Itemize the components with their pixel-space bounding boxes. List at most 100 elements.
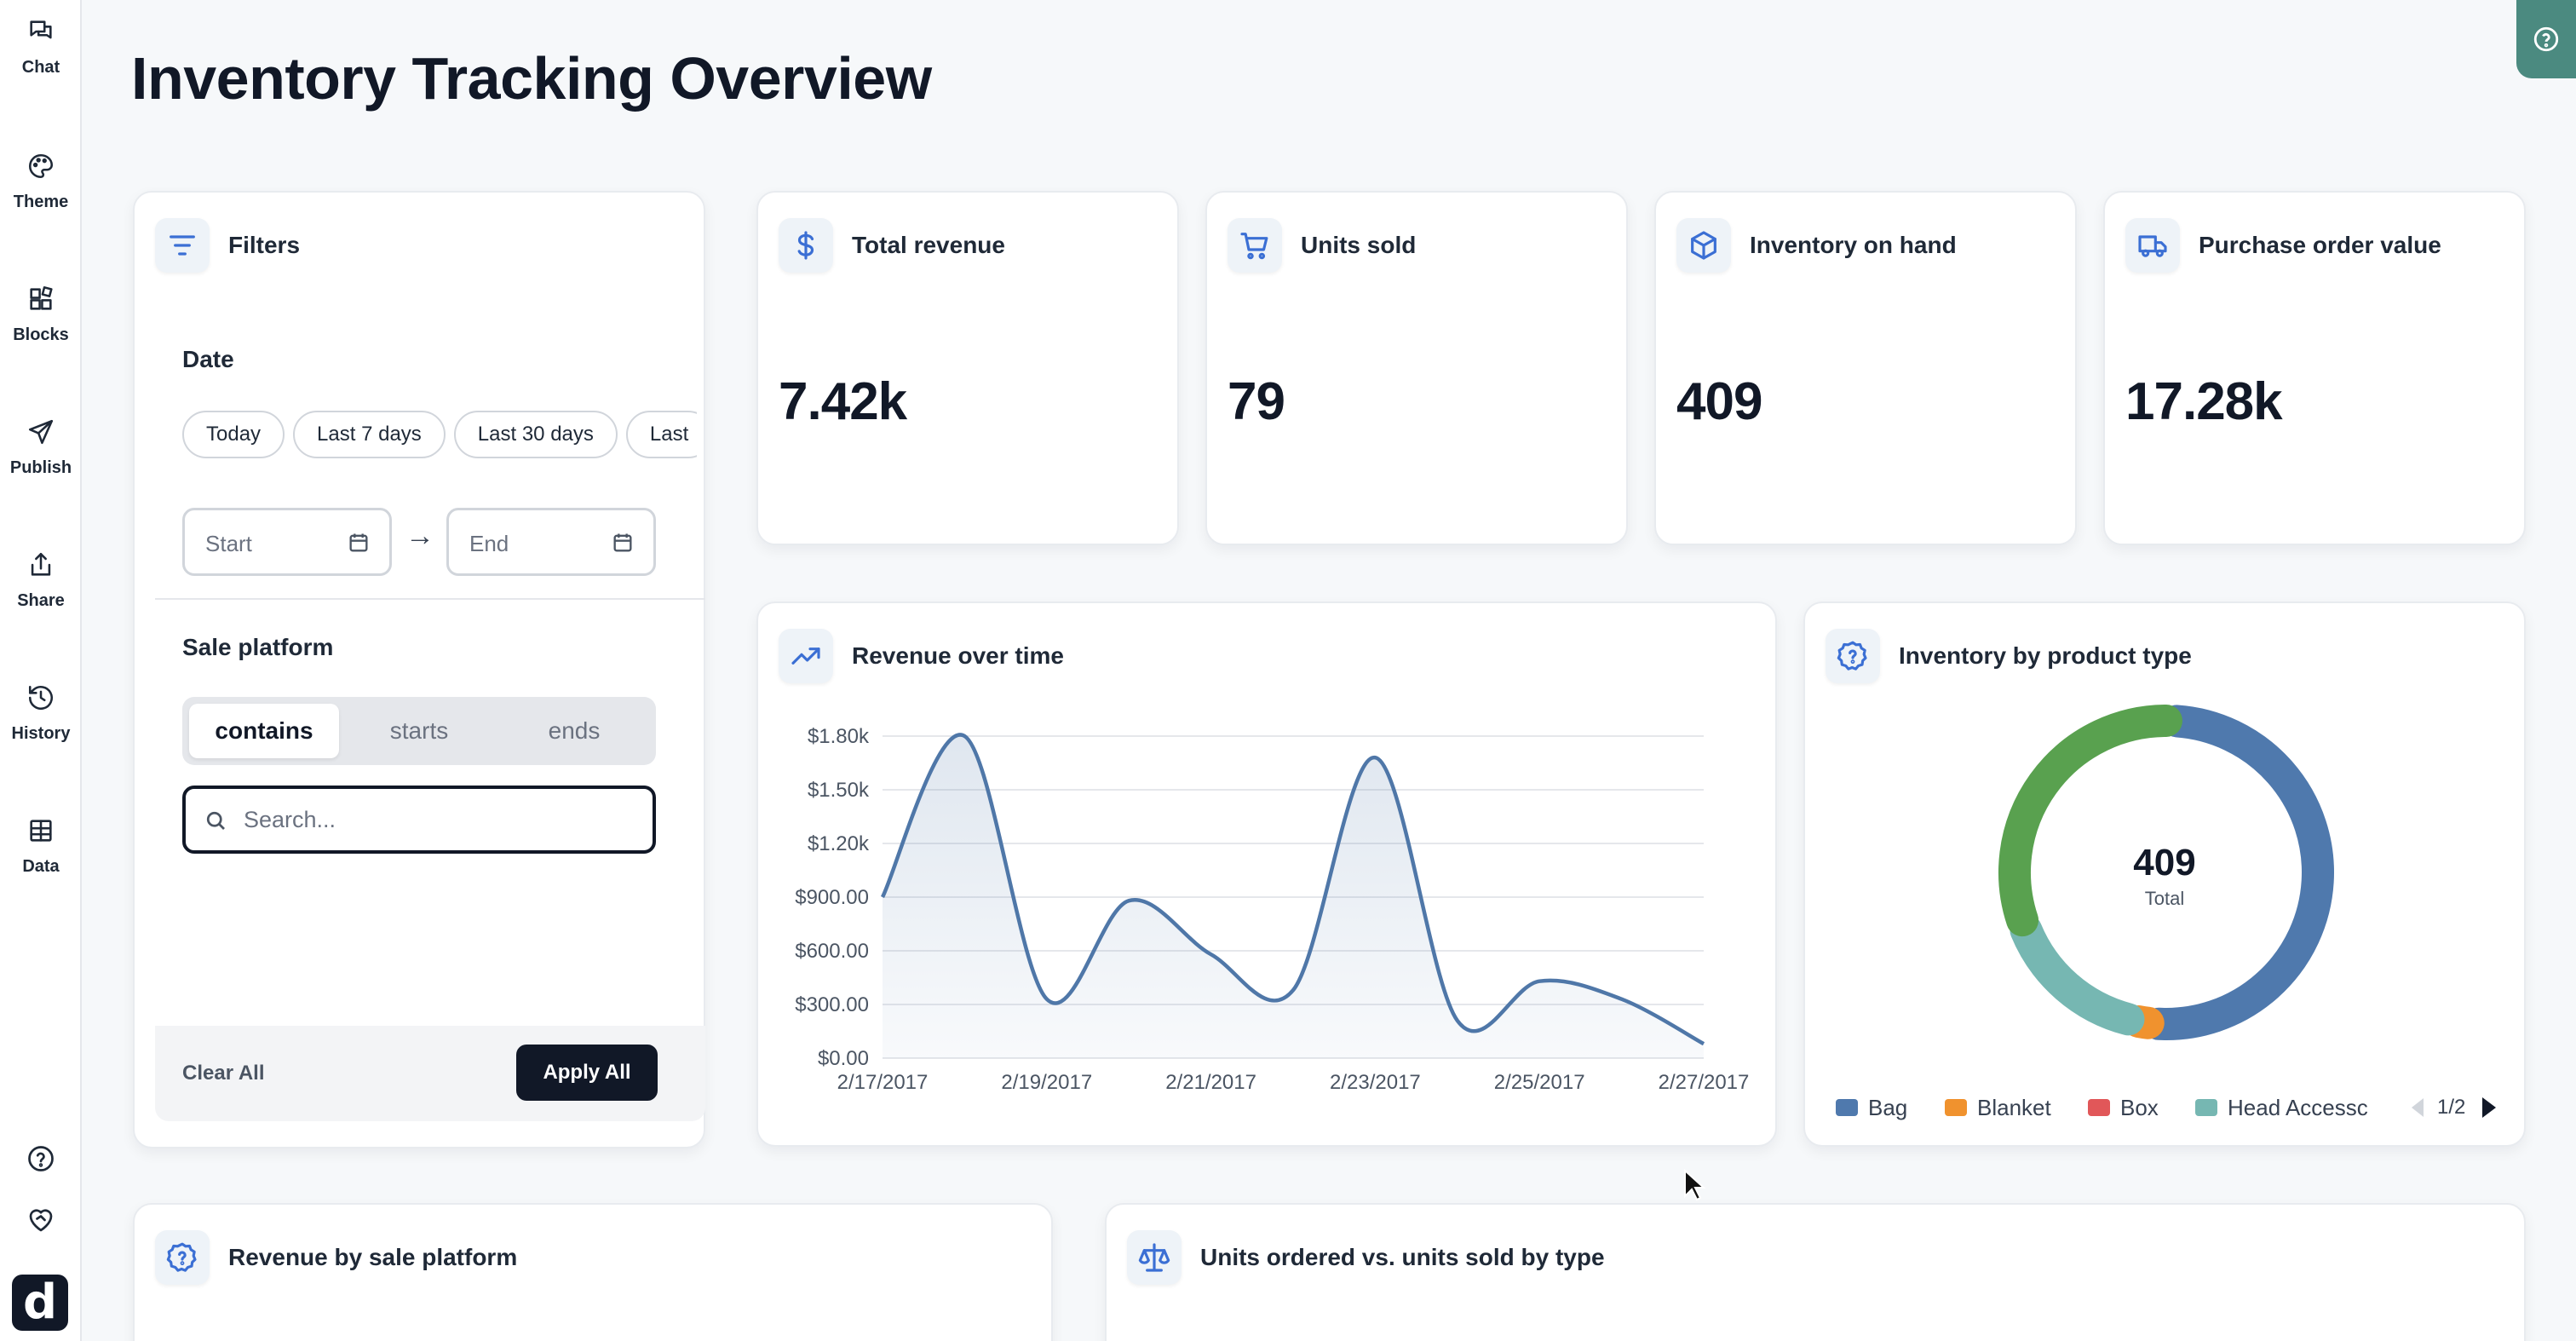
kpi-title: Inventory on hand bbox=[1750, 232, 1957, 258]
date-chips: Today Last 7 days Last 30 days Last bbox=[182, 411, 697, 462]
legend-swatch bbox=[1945, 1099, 1967, 1116]
revenue-by-platform-title: Revenue by sale platform bbox=[228, 1244, 518, 1270]
sale-platform-label: Sale platform bbox=[182, 634, 334, 660]
legend-label: Bag bbox=[1868, 1094, 1908, 1120]
legend-label: Head Accessc bbox=[2228, 1094, 2368, 1120]
x-tick-label: 2/27/2017 bbox=[1659, 1071, 1750, 1094]
end-date-input[interactable]: End bbox=[446, 508, 656, 576]
kpi-card-units-sold: Units sold 79 bbox=[1205, 191, 1628, 545]
donut-legend: Bag Blanket Box Head Accessc 1/2 bbox=[1836, 1091, 2497, 1125]
donut-slice-bag[interactable] bbox=[2142, 705, 2334, 1040]
trending-up-icon bbox=[779, 629, 833, 683]
x-tick-label: 2/19/2017 bbox=[1001, 1071, 1092, 1094]
box-icon bbox=[1676, 218, 1731, 273]
y-tick-label: $600.00 bbox=[795, 940, 869, 963]
legend-item-box[interactable]: Box bbox=[2088, 1091, 2159, 1125]
inventory-by-type-card: Inventory by product type 409 Total Bag … bbox=[1803, 601, 2526, 1147]
legend-next-button[interactable] bbox=[2482, 1097, 2497, 1118]
search-input[interactable] bbox=[244, 801, 635, 838]
clear-all-button[interactable]: Clear All bbox=[182, 1062, 265, 1085]
heart-handshake-icon[interactable] bbox=[26, 1205, 56, 1235]
units-ordered-vs-sold-card: Units ordered vs. units sold by type bbox=[1105, 1203, 2526, 1341]
send-icon bbox=[28, 419, 54, 445]
apply-all-button[interactable]: Apply All bbox=[516, 1045, 658, 1101]
app-logo[interactable]: d bbox=[12, 1275, 68, 1331]
help-tab[interactable] bbox=[2516, 0, 2576, 78]
help-circle-icon bbox=[2533, 26, 2559, 52]
kpi-card-purchase-order-value: Purchase order value 17.28k bbox=[2103, 191, 2526, 545]
mode-starts-button[interactable]: starts bbox=[389, 717, 449, 744]
kpi-value: 17.28k bbox=[2125, 372, 2283, 431]
sidebar-item-publish[interactable]: Publish bbox=[0, 417, 82, 520]
donut-slice-head-accessory[interactable] bbox=[2010, 913, 2145, 1036]
truck-icon bbox=[2125, 218, 2180, 273]
legend-item-head-accessory[interactable]: Head Accessc bbox=[2195, 1091, 2368, 1125]
help-badge-icon bbox=[155, 1230, 210, 1285]
start-placeholder: Start bbox=[205, 531, 252, 556]
sidebar-item-data[interactable]: Data bbox=[0, 816, 82, 918]
donut-total-label: Total bbox=[2144, 888, 2185, 909]
sidebar-item-chat[interactable]: Chat bbox=[0, 17, 82, 119]
chip-last-30-days[interactable]: Last 30 days bbox=[453, 411, 618, 458]
mode-contains-button[interactable]: contains bbox=[189, 704, 339, 758]
revenue-line-chart: $0.00 $300.00 $600.00 $900.00 $1.20k $1.50k $1… bbox=[795, 725, 1750, 1094]
inventory-donut-chart bbox=[1998, 705, 2334, 1040]
table-icon bbox=[30, 820, 52, 842]
x-tick-label: 2/21/2017 bbox=[1165, 1071, 1256, 1094]
x-tick-label: 2/25/2017 bbox=[1494, 1071, 1585, 1094]
chip-today[interactable]: Today bbox=[182, 411, 285, 458]
revenue-by-platform-card: Revenue by sale platform bbox=[133, 1203, 1053, 1341]
help-circle-icon[interactable] bbox=[26, 1143, 56, 1174]
page-title: Inventory Tracking Overview bbox=[131, 45, 932, 112]
sidebar-item-share[interactable]: Share bbox=[0, 550, 82, 653]
filters-card: Filters Date Today Last 7 days Last 30 day… bbox=[133, 191, 705, 1148]
legend-item-blanket[interactable]: Blanket bbox=[1945, 1091, 2051, 1125]
legend-page-indicator: 1/2 bbox=[2437, 1096, 2466, 1119]
y-tick-label: $1.50k bbox=[808, 779, 870, 802]
chip-last[interactable]: Last bbox=[625, 411, 697, 458]
mouse-cursor-icon bbox=[1684, 1169, 1706, 1201]
cart-icon bbox=[1228, 218, 1282, 273]
y-tick-label: $300.00 bbox=[795, 993, 869, 1016]
platform-search bbox=[182, 786, 656, 854]
scale-icon bbox=[1127, 1230, 1182, 1285]
legend-swatch bbox=[1836, 1099, 1858, 1116]
kpi-value: 79 bbox=[1228, 372, 1285, 431]
history-icon bbox=[28, 685, 54, 711]
sidebar-item-theme[interactable]: Theme bbox=[0, 152, 82, 254]
sidebar-item-label: Chat bbox=[21, 58, 60, 77]
sidebar-item-label: History bbox=[11, 724, 71, 743]
donut-slice-other[interactable] bbox=[1998, 705, 2182, 937]
legend-items: Bag Blanket Box Head Accessc bbox=[1836, 1091, 2381, 1125]
blocks-icon bbox=[30, 286, 53, 310]
calendar-icon bbox=[349, 533, 368, 552]
y-tick-label: $900.00 bbox=[795, 886, 869, 909]
sidebar-item-label: Publish bbox=[9, 458, 72, 477]
chip-last-7-days[interactable]: Last 7 days bbox=[293, 411, 446, 458]
kpi-card-total-revenue: Total revenue 7.42k bbox=[756, 191, 1179, 545]
sidebar-item-history[interactable]: History bbox=[0, 683, 82, 786]
units-ordered-vs-sold-title: Units ordered vs. units sold by type bbox=[1200, 1244, 1605, 1270]
sidebar-item-label: Blocks bbox=[13, 325, 69, 344]
kpi-value: 409 bbox=[1676, 372, 1762, 431]
legend-item-bag[interactable]: Bag bbox=[1836, 1091, 1907, 1125]
kpi-value: 7.42k bbox=[779, 372, 907, 431]
legend-prev-button[interactable] bbox=[2412, 1098, 2424, 1117]
mode-ends-button[interactable]: ends bbox=[548, 717, 601, 744]
legend-label: Blanket bbox=[1977, 1094, 2051, 1120]
range-arrow: → bbox=[405, 520, 434, 552]
sidebar-item-label: Share bbox=[17, 591, 65, 610]
search-icon bbox=[206, 811, 225, 830]
legend-pager: 1/2 bbox=[2412, 1091, 2497, 1125]
sidebar-item-blocks[interactable]: Blocks bbox=[0, 285, 82, 387]
legend-label: Box bbox=[2120, 1094, 2159, 1120]
filters-title: Filters bbox=[228, 232, 301, 258]
x-tick-label: 2/17/2017 bbox=[837, 1071, 929, 1094]
y-tick-label: $1.20k bbox=[808, 832, 870, 855]
filter-icon bbox=[155, 218, 210, 273]
share-icon bbox=[31, 552, 51, 576]
revenue-area bbox=[883, 734, 1704, 1058]
start-date-input[interactable]: Start bbox=[182, 508, 392, 576]
sidebar-item-label: Theme bbox=[13, 193, 69, 211]
calendar-icon bbox=[613, 533, 632, 552]
